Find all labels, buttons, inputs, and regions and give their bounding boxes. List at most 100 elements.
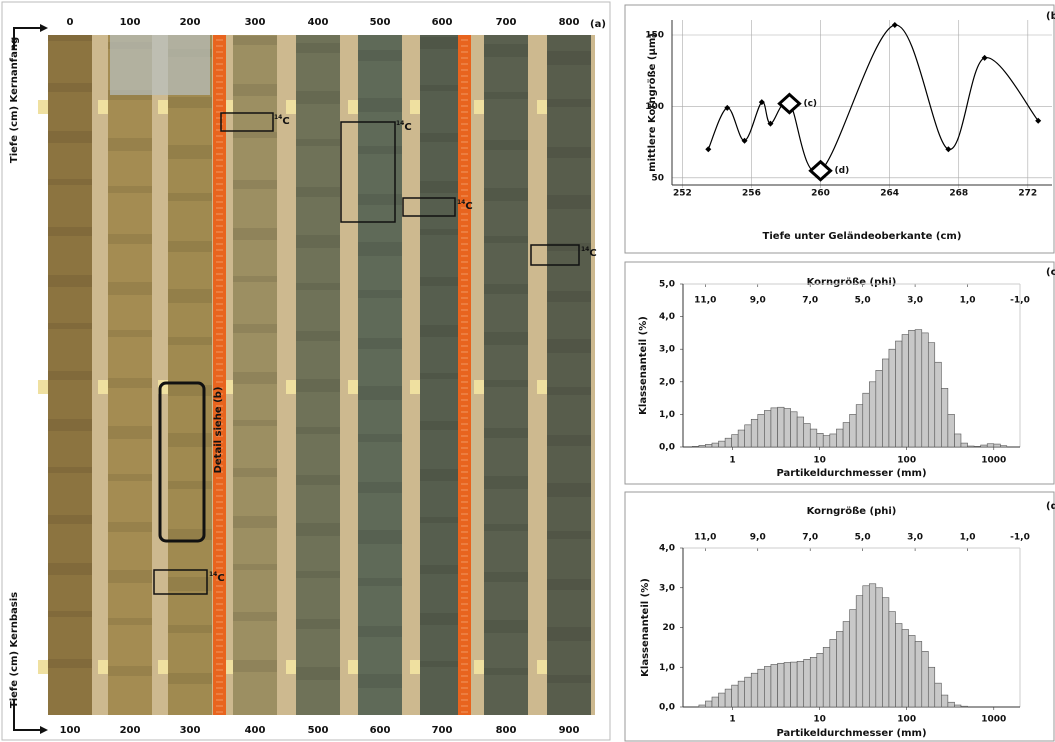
core-band [484, 476, 528, 489]
radiocarbon-base: C [589, 248, 596, 259]
bar [718, 440, 726, 448]
bar [705, 444, 713, 448]
core-band [233, 564, 277, 570]
core [296, 35, 340, 715]
core-band [358, 290, 402, 298]
bar [809, 657, 818, 708]
bar [960, 705, 968, 708]
bar [888, 611, 896, 708]
core-band [108, 330, 152, 337]
x-tick-label: 1000 [981, 715, 1006, 725]
radiocarbon-sup: 14 [581, 246, 589, 253]
core-tab [410, 660, 420, 674]
core-photo [38, 35, 595, 715]
bar [980, 444, 988, 448]
top-axis-label: 700 [496, 17, 517, 28]
y-tick-label: 0,0 [659, 443, 675, 453]
core-band [484, 236, 528, 243]
core-band [484, 140, 528, 150]
core-band [547, 291, 591, 302]
core-band [358, 338, 402, 349]
core-tab [223, 100, 233, 114]
bar [731, 434, 739, 448]
bar [829, 433, 837, 448]
core-band [547, 51, 591, 65]
core-band [547, 531, 591, 539]
x2-tick-label: 3,0 [907, 296, 923, 306]
core [108, 35, 152, 715]
core-tab [348, 100, 358, 114]
core-band [48, 227, 92, 236]
core-band [296, 379, 340, 392]
bar [770, 664, 778, 708]
core-band [547, 435, 591, 446]
top-axis-label: 600 [432, 17, 453, 28]
core-band [358, 146, 402, 154]
core-tab [474, 660, 484, 674]
bar [777, 406, 785, 448]
bar [705, 700, 713, 708]
core-band [420, 661, 464, 667]
arrow-head [40, 24, 48, 32]
x-tick-label: 268 [949, 189, 968, 199]
core-band [358, 530, 402, 544]
core-band [168, 385, 212, 396]
x-tick-label: 272 [1018, 189, 1037, 199]
bar [750, 672, 759, 708]
core-band [48, 275, 92, 287]
bar [796, 416, 805, 448]
annotation: (d) [835, 166, 850, 176]
core-band [420, 37, 464, 49]
bar [941, 388, 949, 448]
x-tick-label: 260 [811, 189, 830, 199]
core-tab [38, 100, 48, 114]
core-band [547, 627, 591, 641]
bar [757, 668, 765, 708]
core-band [168, 481, 212, 489]
bar [901, 629, 909, 708]
bar [954, 704, 962, 708]
core-band [296, 91, 340, 104]
core-band [484, 380, 528, 387]
bar [822, 647, 831, 708]
radiocarbon-sup: 14 [396, 120, 404, 127]
bar [777, 662, 785, 708]
bar [842, 621, 850, 708]
core-tab [158, 100, 168, 114]
x2-tick-label: 7,0 [802, 533, 818, 543]
panel-label: (a) [590, 19, 606, 30]
bar [875, 587, 883, 708]
bar [816, 653, 824, 708]
x2-tick-label: 1,0 [960, 533, 976, 543]
bar [954, 433, 962, 448]
point [741, 137, 748, 144]
radiocarbon-base: C [404, 122, 411, 133]
core [48, 35, 92, 715]
bar [809, 428, 818, 448]
x2-tick-label: 9,0 [750, 533, 766, 543]
panel-b-frame [624, 4, 1055, 254]
core-band [484, 44, 528, 57]
bar [849, 609, 857, 708]
bar [822, 435, 831, 448]
bottom-axis-label: 900 [559, 725, 580, 736]
core-band [296, 43, 340, 53]
core-band [484, 572, 528, 582]
bottom-axis-label: 300 [180, 725, 201, 736]
bar [803, 423, 811, 448]
core-band [168, 433, 212, 447]
core-tab [286, 380, 296, 394]
core-band [420, 85, 464, 91]
core-band [168, 97, 212, 108]
point [945, 146, 952, 153]
core-band [484, 332, 528, 345]
core-band [296, 187, 340, 197]
x2-axis-title: Korngröße (phi) [807, 506, 897, 517]
bar [711, 696, 719, 708]
point [1035, 117, 1042, 124]
panel-d-frame [624, 491, 1055, 742]
x-tick-label: 1000 [981, 456, 1006, 466]
core-band [233, 84, 277, 96]
core-band [233, 276, 277, 282]
